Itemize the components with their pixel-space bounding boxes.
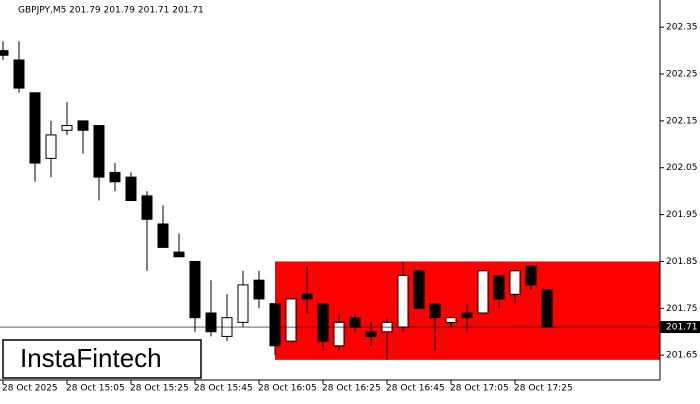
candle-body	[333, 321, 345, 347]
chart-title: GBPJPY,M5 201.79 201.79 201.71 201.71	[18, 6, 204, 16]
candle-body	[237, 284, 249, 323]
last-price-box	[660, 321, 700, 334]
candle-body	[77, 120, 89, 131]
candle-body	[253, 279, 265, 300]
y-tick-label: 202.25	[666, 70, 698, 80]
x-tick-label: 28 Oct 16:45	[386, 384, 445, 394]
candle	[141, 191, 153, 271]
y-tick-label: 201.95	[666, 210, 698, 220]
candle-body	[125, 176, 137, 202]
candle-body	[525, 265, 537, 286]
y-tick-label: 202.15	[666, 116, 698, 126]
candle	[61, 102, 73, 135]
y-tick-label: 201.85	[666, 257, 698, 267]
candle-body	[509, 270, 521, 295]
candle	[13, 41, 25, 93]
candle-body	[301, 293, 313, 300]
candle-body	[269, 303, 281, 347]
candle	[365, 322, 377, 346]
candle	[157, 205, 169, 248]
candle-body	[445, 317, 457, 323]
candle	[301, 266, 313, 313]
candle-body	[29, 92, 41, 164]
x-tick-label: 28 Oct 17:05	[450, 384, 509, 394]
last-price-label: 201.71	[666, 323, 698, 333]
candle	[477, 270, 489, 314]
candle-body	[141, 195, 153, 220]
candle-body	[0, 50, 9, 56]
y-tick-label: 201.75	[666, 304, 698, 314]
candle	[525, 265, 537, 290]
x-tick-label: 28 Oct 17:25	[514, 384, 573, 394]
candle	[29, 92, 41, 182]
candle	[541, 289, 553, 328]
candle-body	[157, 223, 169, 248]
x-tick-label: 28 Oct 2025	[2, 384, 58, 394]
candle-body	[349, 317, 361, 328]
candle	[173, 233, 185, 258]
candle-body	[61, 125, 73, 131]
candle-body	[93, 125, 105, 178]
candle	[333, 312, 345, 351]
candle	[189, 260, 201, 332]
candle-body	[493, 275, 505, 300]
candle	[237, 270, 249, 328]
logo-box	[2, 339, 202, 379]
x-tick-label: 28 Oct 16:25	[322, 384, 381, 394]
candle	[125, 172, 137, 202]
candle	[93, 125, 105, 201]
candle-body	[205, 312, 217, 333]
logo: InstaFintech	[20, 343, 162, 373]
candle-body	[365, 331, 377, 337]
candle-body	[429, 303, 441, 319]
y-tick-label: 201.65	[666, 351, 698, 361]
x-tick-label: 28 Oct 15:05	[66, 384, 125, 394]
candle-body	[317, 303, 329, 342]
candle-body	[477, 270, 489, 314]
candle-body	[413, 270, 425, 309]
candle	[285, 298, 297, 342]
candle-body	[285, 298, 297, 342]
x-tick-label: 28 Oct 16:05	[258, 384, 317, 394]
candle	[493, 275, 505, 309]
y-tick-label: 202.05	[666, 163, 698, 173]
candle-body	[461, 312, 473, 319]
candle	[0, 41, 9, 60]
candle	[445, 317, 457, 328]
candle-body	[109, 171, 121, 183]
candle	[413, 270, 425, 309]
candle-body	[189, 260, 201, 319]
candle	[253, 270, 265, 309]
candle-body	[541, 289, 553, 328]
x-tick-label: 28 Oct 15:45	[194, 384, 253, 394]
candle	[109, 163, 121, 192]
candle-body	[173, 251, 185, 258]
candle	[509, 270, 521, 304]
candle-body	[45, 134, 57, 159]
candle	[269, 303, 281, 356]
candle-body	[13, 59, 25, 89]
y-tick-label: 202.35	[666, 23, 698, 33]
x-tick-label: 28 Oct 15:25	[130, 384, 189, 394]
candle-body	[397, 275, 409, 328]
candle	[77, 120, 89, 154]
candle	[45, 120, 57, 178]
